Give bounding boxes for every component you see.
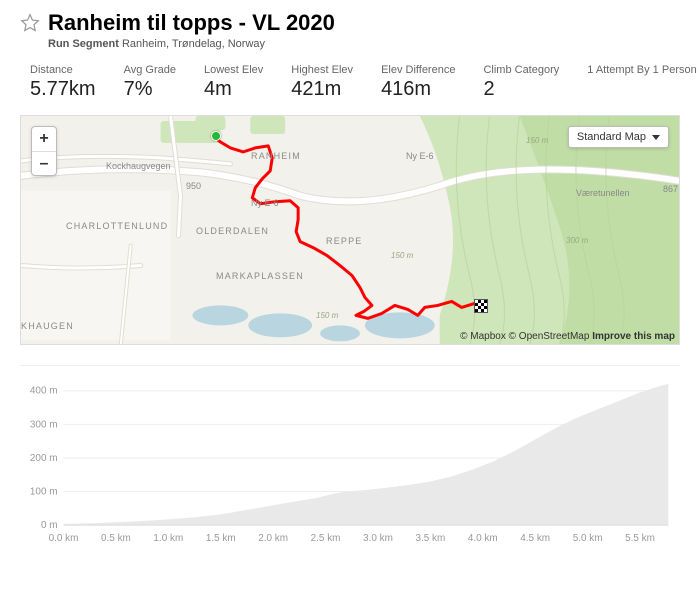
stat: Elev Difference 416m	[381, 64, 455, 101]
segment-location: Ranheim, Trøndelag, Norway	[122, 38, 265, 50]
stat: Avg Grade 7%	[124, 64, 176, 101]
map-type-label: Standard Map	[577, 131, 646, 143]
svg-text:4.5 km: 4.5 km	[520, 533, 550, 544]
svg-text:2.0 km: 2.0 km	[258, 533, 288, 544]
page-title: Ranheim til topps - VL 2020	[48, 10, 335, 36]
map-container[interactable]: + – Standard Map RANHEIMCHARLOTTENLUNDOL…	[20, 115, 680, 345]
stat: Lowest Elev 4m	[204, 64, 263, 101]
mapbox-link[interactable]: © Mapbox	[460, 331, 506, 342]
stat: Highest Elev 421m	[291, 64, 353, 101]
zoom-control: + –	[31, 126, 57, 176]
stat-label: 1 Attempt By 1 Person	[587, 64, 696, 76]
svg-text:200 m: 200 m	[30, 453, 58, 464]
stat: Distance 5.77km	[30, 64, 96, 101]
stat-label: Lowest Elev	[204, 64, 263, 76]
chevron-down-icon	[652, 135, 660, 140]
svg-text:3.0 km: 3.0 km	[363, 533, 393, 544]
star-icon[interactable]	[20, 13, 40, 33]
map-attribution: © Mapbox © OpenStreetMap Improve this ma…	[460, 331, 675, 342]
stats-row: Distance 5.77km Avg Grade 7% Lowest Elev 4m Hi…	[30, 64, 680, 101]
svg-text:4.0 km: 4.0 km	[468, 533, 498, 544]
stat-label: Distance	[30, 64, 96, 76]
route-finish-marker	[474, 299, 488, 313]
stat-value: 2	[483, 78, 559, 101]
zoom-in-button[interactable]: +	[32, 127, 56, 151]
svg-text:1.5 km: 1.5 km	[206, 533, 236, 544]
svg-text:400 m: 400 m	[30, 386, 58, 397]
stat-value: 421m	[291, 78, 353, 101]
svg-text:5.5 km: 5.5 km	[625, 533, 655, 544]
stat-value: 7%	[124, 78, 176, 101]
svg-text:0.5 km: 0.5 km	[101, 533, 131, 544]
stat-value: 416m	[381, 78, 455, 101]
stat-label: Avg Grade	[124, 64, 176, 76]
svg-text:0.0 km: 0.0 km	[49, 533, 79, 544]
stat: Climb Category 2	[483, 64, 559, 101]
svg-text:0 m: 0 m	[41, 520, 58, 531]
map-canvas	[21, 116, 679, 345]
svg-text:1.0 km: 1.0 km	[153, 533, 183, 544]
svg-text:100 m: 100 m	[30, 487, 58, 498]
svg-text:3.5 km: 3.5 km	[415, 533, 445, 544]
stat-label: Highest Elev	[291, 64, 353, 76]
svg-text:300 m: 300 m	[30, 419, 58, 430]
elevation-chart: 0 m 100 m 200 m 300 m 400 m 0.0 km 0.5 km 1.0 k…	[20, 365, 680, 555]
improve-map-link[interactable]: Improve this map	[592, 331, 675, 342]
svg-text:2.5 km: 2.5 km	[311, 533, 341, 544]
segment-type: Run Segment	[48, 38, 119, 50]
route-start-marker	[211, 131, 221, 141]
zoom-out-button[interactable]: –	[32, 151, 56, 175]
stat-value: 5.77km	[30, 78, 96, 101]
segment-subtitle: Run Segment Ranheim, Trøndelag, Norway	[48, 38, 680, 50]
stat: 1 Attempt By 1 Person	[587, 64, 696, 101]
map-type-selector[interactable]: Standard Map	[568, 126, 669, 148]
stat-label: Elev Difference	[381, 64, 455, 76]
stat-value: 4m	[204, 78, 263, 101]
stat-label: Climb Category	[483, 64, 559, 76]
svg-text:5.0 km: 5.0 km	[573, 533, 603, 544]
osm-link[interactable]: © OpenStreetMap	[509, 331, 590, 342]
